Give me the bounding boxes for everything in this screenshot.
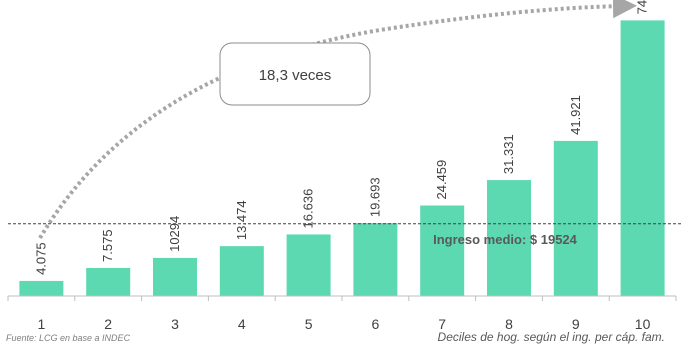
bar-value-label: 74.487 [635, 0, 650, 14]
bar-value-label: 24.459 [434, 160, 449, 200]
bar-value-label: 4.075 [33, 242, 48, 275]
x-tick-label: 3 [171, 316, 179, 332]
value-labels: 4.075 7.575 10294 13.474 16.636 19.693 24.459 3… [33, 0, 649, 275]
x-axis-ticks: 1 2 3 4 5 6 7 8 9 10 [7, 296, 677, 332]
mean-income-label: Ingreso medio: $ 19524 [433, 232, 578, 247]
x-tick-label: 7 [438, 316, 446, 332]
bar-decile-10 [620, 20, 665, 296]
source-note: Fuente: LCG en base a INDEC [6, 333, 131, 343]
bar-decile-9 [553, 140, 598, 296]
bar-value-label: 31.331 [501, 134, 516, 174]
x-axis-title: Deciles de hog. según el ing. per cáp. f… [438, 330, 665, 344]
bar-decile-5 [286, 234, 331, 296]
x-tick-label: 2 [104, 316, 112, 332]
bar-value-label: 13.474 [234, 200, 249, 240]
bar-decile-8 [487, 180, 531, 296]
bar-value-label: 41.921 [568, 95, 583, 135]
bar-decile-7 [420, 205, 465, 296]
bar-value-label: 19.693 [367, 177, 382, 217]
x-tick-label: 8 [505, 316, 513, 332]
x-tick-label: 4 [238, 316, 246, 332]
bar-value-label: 7.575 [100, 229, 115, 262]
bar-decile-4 [219, 246, 264, 296]
bar-decile-6 [353, 223, 398, 296]
bars-layer [19, 20, 665, 296]
x-tick-label: 5 [305, 316, 313, 332]
bar-decile-1 [19, 280, 64, 296]
x-tick-label: 6 [372, 316, 380, 332]
bar-value-label: 16.636 [301, 189, 316, 229]
bar-decile-3 [153, 257, 197, 296]
callout-text: 18,3 veces [259, 67, 332, 84]
x-tick-label: 1 [38, 316, 46, 332]
bar-value-label: 10294 [167, 216, 182, 252]
callout-box: 18,3 veces [219, 42, 371, 106]
x-tick-label: 10 [635, 316, 651, 332]
bar-decile-2 [86, 267, 131, 296]
x-tick-label: 9 [572, 316, 580, 332]
growth-arrow [38, 0, 637, 240]
